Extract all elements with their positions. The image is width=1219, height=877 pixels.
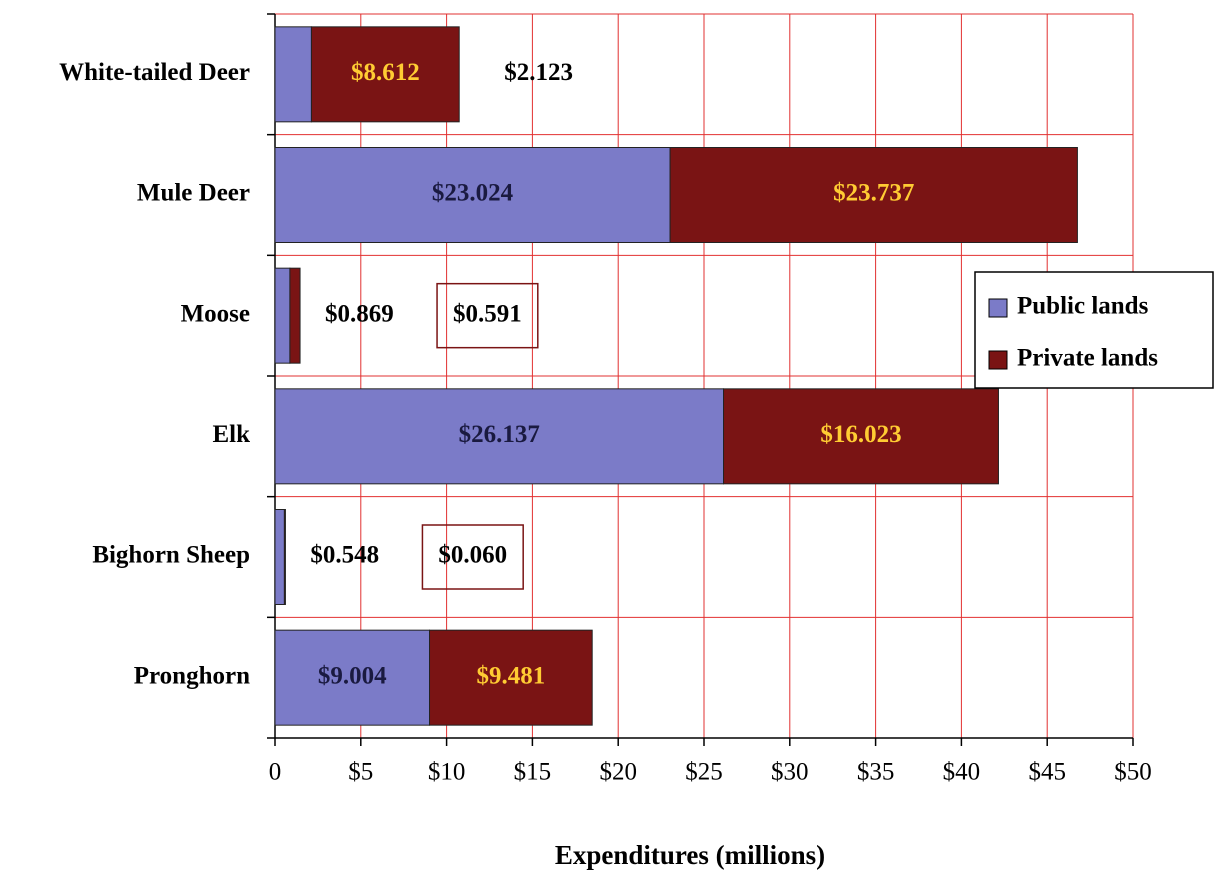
value-label: $23.737: [833, 180, 914, 207]
value-label: $0.869: [325, 300, 394, 327]
bar: [283, 509, 286, 605]
legend-label: Private lands: [1017, 345, 1158, 372]
bar: [310, 26, 460, 123]
value-label: $2.123: [504, 59, 573, 86]
bar: [274, 267, 291, 364]
bar: [669, 147, 1078, 243]
y-tick-label: Mule Deer: [137, 180, 250, 207]
x-axis-title: Expenditures (millions): [555, 840, 825, 870]
x-tick-label: $15: [514, 759, 552, 786]
legend-swatch: [988, 350, 1008, 370]
value-label: $26.137: [459, 421, 540, 448]
x-tick-label: $50: [1114, 759, 1152, 786]
x-tick-label: $20: [599, 759, 637, 786]
value-label: $9.004: [318, 662, 387, 689]
y-tick-label: Pronghorn: [134, 662, 250, 689]
bar: [274, 26, 312, 123]
x-tick-label: $45: [1028, 759, 1066, 786]
bar: [723, 388, 999, 485]
value-label: $0.591: [453, 300, 522, 327]
bar: [274, 388, 725, 485]
value-label: $0.548: [310, 542, 379, 569]
legend-box: [974, 271, 1214, 389]
x-tick-label: $25: [685, 759, 723, 786]
bar: [274, 629, 431, 726]
value-label: $8.612: [351, 59, 420, 86]
bar: [429, 629, 593, 726]
x-tick-label: $40: [943, 759, 981, 786]
value-label: $0.060: [438, 542, 507, 569]
y-tick-label: Bighorn Sheep: [92, 542, 250, 569]
y-tick-label: Moose: [181, 300, 250, 327]
x-tick-label: $30: [771, 759, 809, 786]
bar: [274, 509, 285, 605]
y-tick-label: Elk: [212, 421, 250, 448]
y-tick-label: White-tailed Deer: [59, 59, 250, 86]
legend-swatch: [988, 298, 1008, 318]
label-box: [436, 282, 539, 349]
value-label: $16.023: [820, 421, 901, 448]
x-tick-label: $5: [348, 759, 373, 786]
label-box: [421, 524, 524, 590]
x-tick-label: $10: [428, 759, 466, 786]
legend-label: Public lands: [1017, 293, 1149, 320]
value-label: $23.024: [432, 180, 514, 207]
bar: [289, 267, 301, 364]
value-label: $9.481: [476, 662, 545, 689]
x-tick-label: 0: [269, 759, 282, 786]
x-tick-label: $35: [857, 759, 895, 786]
bar: [274, 147, 671, 243]
